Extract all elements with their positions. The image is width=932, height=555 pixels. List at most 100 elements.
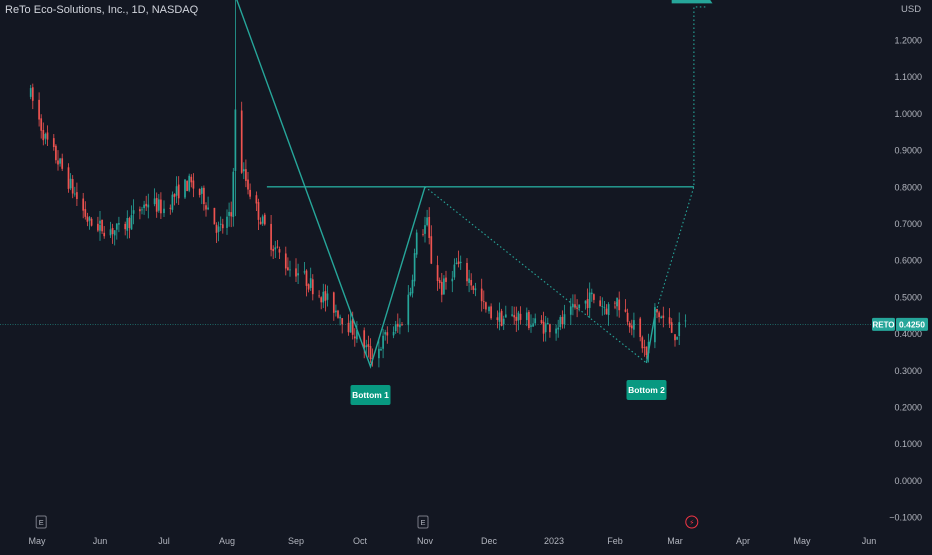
candle (130, 205, 133, 230)
double-bottom-zigzag[interactable] (235, 0, 426, 369)
earnings-marker[interactable]: E (35, 515, 47, 529)
candle-body (303, 271, 306, 273)
candle-body (240, 110, 243, 173)
candle-body (656, 308, 658, 313)
candle-body (311, 279, 314, 295)
candle (409, 287, 412, 297)
target-box[interactable] (671, 0, 713, 4)
event-markers-layer: E E ⚡ (35, 515, 699, 529)
candle (230, 201, 233, 228)
lightning-icon[interactable] (685, 515, 699, 529)
candle-body (128, 218, 131, 229)
candle-body (540, 319, 543, 323)
candle (103, 226, 106, 239)
candle-body (38, 99, 40, 120)
candle-body (163, 208, 165, 214)
bottom-2-bounce-line[interactable] (645, 315, 656, 364)
annotation-box[interactable] (350, 385, 391, 405)
candle-body (630, 325, 633, 329)
candle (451, 270, 454, 293)
candle-body (31, 87, 34, 101)
candle-body (173, 194, 176, 197)
candle (534, 313, 537, 326)
candle-body (586, 299, 589, 309)
target-projection-line[interactable] (654, 6, 707, 316)
candle-body (684, 320, 687, 322)
candle-body (528, 311, 530, 329)
candle (132, 199, 135, 225)
candle (563, 304, 566, 329)
candle-body (485, 302, 487, 310)
annotation-box[interactable] (626, 380, 667, 400)
candle-body (542, 321, 545, 334)
candle (525, 307, 528, 327)
candle-body (407, 294, 410, 326)
candle-body (399, 324, 401, 328)
candle-body (511, 314, 513, 316)
candle (184, 179, 186, 199)
candle-body (482, 301, 485, 303)
time-axis[interactable]: May Jun Jul Aug Sep Oct Nov Dec 2023 Feb Mar Apr May… (28, 536, 876, 546)
symbol-title[interactable]: ReTo Eco-Solutions, Inc., 1D, NASDAQ (5, 4, 199, 16)
candle-body (335, 310, 337, 313)
candle (430, 225, 433, 265)
currency-label: USD (901, 4, 922, 15)
candle-body (658, 312, 660, 318)
dividend-split-marker[interactable]: ⚡ (685, 515, 699, 529)
candle (76, 182, 78, 207)
candle (396, 313, 399, 333)
annotation-label[interactable]: Bottom 2 (626, 380, 667, 400)
candle (384, 329, 387, 341)
candle (109, 221, 112, 238)
candle (261, 214, 264, 226)
candle (40, 114, 43, 139)
candle-body (200, 187, 203, 194)
candle (59, 157, 61, 167)
earnings-marker[interactable]: E (417, 515, 429, 529)
candle (341, 318, 344, 334)
candle-body (386, 332, 389, 336)
candle-body (76, 192, 78, 200)
candle-body (351, 318, 354, 335)
candle-body (207, 207, 209, 210)
candle-body (422, 233, 424, 235)
pattern-drawing-layer (235, 0, 713, 369)
last-price-tag-box (896, 317, 928, 331)
candle (337, 309, 339, 319)
price-axis[interactable]: 1.2000 1.1000 1.0000 0.9000 0.8000 0.7000 0.60… (889, 36, 922, 523)
candle-body (272, 248, 275, 252)
candle (578, 304, 581, 312)
x-tick-label: Mar (667, 536, 683, 546)
candle-body (490, 306, 492, 319)
candle-body (126, 218, 129, 231)
candle (232, 167, 235, 227)
candle (515, 306, 518, 332)
earnings-icon[interactable] (417, 515, 429, 529)
candle (171, 191, 174, 213)
candle-body (332, 292, 335, 313)
annotation-label[interactable]: Bottom 1 (350, 385, 391, 405)
candle (399, 318, 401, 335)
candle-body (157, 199, 160, 211)
x-tick-label: May (28, 536, 46, 546)
candle (257, 198, 260, 231)
candle-body (532, 323, 534, 327)
candle (190, 174, 193, 188)
candle-body (67, 167, 70, 189)
candle-body (443, 278, 445, 295)
candle (332, 291, 335, 321)
last-price-tag-text: 0.4250 (899, 319, 925, 329)
candle (141, 206, 143, 215)
candle-body (607, 304, 610, 316)
candle-body (654, 307, 656, 343)
candle (297, 263, 299, 285)
candle-body (601, 306, 604, 307)
candle (82, 192, 85, 219)
candle (295, 258, 297, 283)
bottom-2-projection-line[interactable] (424, 186, 647, 364)
candle (203, 185, 205, 211)
candle (593, 293, 595, 304)
earnings-icon[interactable] (35, 515, 47, 529)
